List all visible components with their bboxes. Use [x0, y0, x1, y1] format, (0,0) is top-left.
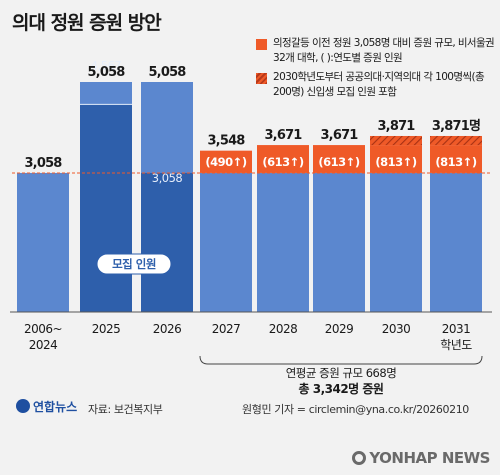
total-label-2: 5,058 — [148, 65, 186, 80]
page-title: 의대 정원 증원 방안 — [12, 12, 162, 34]
recruit-badge-label: 모집 인원 — [112, 257, 156, 271]
category-label-4: 2028 — [269, 322, 298, 336]
legend: 의정갈등 이전 정원 3,058명 대비 증원 규모, 비서울권 32개 대학,… — [256, 36, 496, 104]
bracket-line — [199, 355, 483, 365]
total-label-1: 5,058 — [87, 65, 125, 80]
watermark-icon — [352, 451, 367, 465]
public-med-bar-7 — [430, 135, 482, 146]
total-label-7: 3,871명 — [432, 118, 480, 134]
bracket-label-line1: 연평균 증원 규모 668명 — [286, 366, 397, 380]
yonhap-logo-icon — [16, 399, 30, 413]
total-label-0: 3,058 — [24, 156, 62, 171]
legend-swatch-hatch — [256, 73, 267, 84]
bracket-label-line2: 총 3,342명 증원 — [299, 381, 384, 396]
category-label-6: 2030 — [382, 322, 411, 336]
watermark-text: YONHAP NEWS — [369, 449, 490, 467]
increase-label-4: (613↑) — [262, 155, 303, 169]
bar-4 — [257, 172, 309, 312]
bar-6 — [370, 172, 422, 312]
bar-1 — [80, 82, 132, 312]
source-note: 자료: 보건복지부 — [88, 403, 163, 416]
logo-text: 연합뉴스 — [33, 400, 78, 414]
category-label-2: 2026 — [153, 322, 182, 336]
legend-item-increase: 의정갈등 이전 정원 3,058명 대비 증원 규모, 비서울권 32개 대학,… — [256, 36, 496, 66]
bar-upper-1 — [80, 82, 132, 105]
category-label-0: 2006~ — [24, 322, 62, 336]
increase-bar-7 — [430, 145, 482, 173]
increase-bar-4 — [257, 145, 309, 173]
recruit-label-2: 3,058 — [152, 171, 183, 185]
recruit-badge — [96, 253, 172, 275]
legend-swatch-solid — [256, 39, 267, 50]
category-label-1: 2025 — [92, 322, 121, 336]
legend-label-increase: 의정갈등 이전 정원 3,058명 대비 증원 규모, 비서울권 32개 대학,… — [273, 37, 495, 64]
category-label-7: 2031 — [442, 322, 471, 336]
legend-item-public-med: 2030학년도부터 공공의대·지역의대 각 100명씩(총 200명) 신입생 … — [256, 70, 496, 100]
increase-label-6: (813↑) — [375, 155, 416, 169]
recruit-label-1: 4,567 — [91, 58, 122, 72]
public-med-bar-6 — [370, 135, 422, 146]
legend-label-public-med: 2030학년도부터 공공의대·지역의대 각 100명씩(총 200명) 신입생 … — [273, 71, 485, 98]
bar-3 — [200, 172, 252, 312]
increase-label-3: (490↑) — [205, 155, 246, 169]
increase-bar-3 — [200, 150, 252, 173]
increase-bar-6 — [370, 145, 422, 173]
bar-0 — [17, 172, 69, 312]
category-label-line2-7: 학년도 — [440, 338, 472, 352]
total-label-4: 3,671 — [264, 128, 302, 143]
bar-7 — [430, 172, 482, 312]
credit-note: 원형민 기자 = circlemin@yna.co.kr/20260210 — [242, 403, 469, 416]
total-label-5: 3,671 — [320, 128, 358, 143]
bar-upper-2 — [141, 82, 193, 173]
watermark: YONHAP NEWS — [352, 449, 490, 467]
total-label-3: 3,548 — [207, 134, 245, 149]
increase-label-5: (613↑) — [318, 155, 359, 169]
total-label-6: 3,871 — [377, 119, 415, 134]
category-label-5: 2029 — [325, 322, 354, 336]
increase-bar-5 — [313, 145, 365, 173]
category-label-3: 2027 — [212, 322, 241, 336]
increase-label-7: (813↑) — [435, 155, 476, 169]
bar-5 — [313, 172, 365, 312]
yonhap-logo: 연합뉴스 — [16, 398, 77, 415]
category-label-line2-0: 2024 — [29, 338, 58, 352]
